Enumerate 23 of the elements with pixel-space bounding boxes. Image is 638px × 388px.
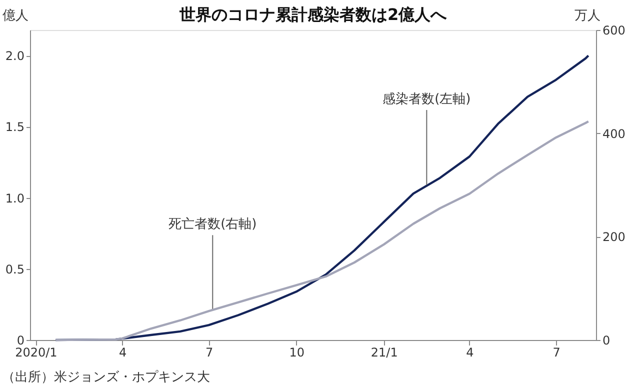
y2-tick-label: 600 [602,24,626,38]
x-tick-label: 4 [466,346,474,360]
y-tick-label: 1.5 [5,120,24,134]
annotation: 死亡者数(右軸) [168,216,257,232]
text: （出所）米ジョンズ・ホプキンス大 [2,370,210,385]
x-tick-label: 7 [552,346,560,360]
x-tick-label: 4 [118,346,127,360]
y-tick-label: 0 [16,334,24,348]
x-tick-label: 2020/1 [15,346,58,360]
y2-tick-label: 0 [602,334,610,348]
x-tick-label: 7 [206,346,214,360]
y-tick-label: 1.0 [5,191,24,206]
y2-axis-title: 万人 [574,8,600,24]
y-axis-title: 億人 [2,8,28,24]
line-series [54,120,590,342]
annotation: 感染者数(左軸) [382,92,471,107]
y-tick-label: 0.5 [5,262,24,276]
y2-tick-label: 400 [602,126,626,141]
y2-tick-label: 200 [602,230,626,244]
x-tick-label: 10 [289,346,304,360]
chart-title: 世界のコロナ累計感染者数は2億人へ [178,5,448,24]
x-tick-label: 21/1 [370,346,398,360]
y-tick-label: 2.0 [5,49,24,64]
